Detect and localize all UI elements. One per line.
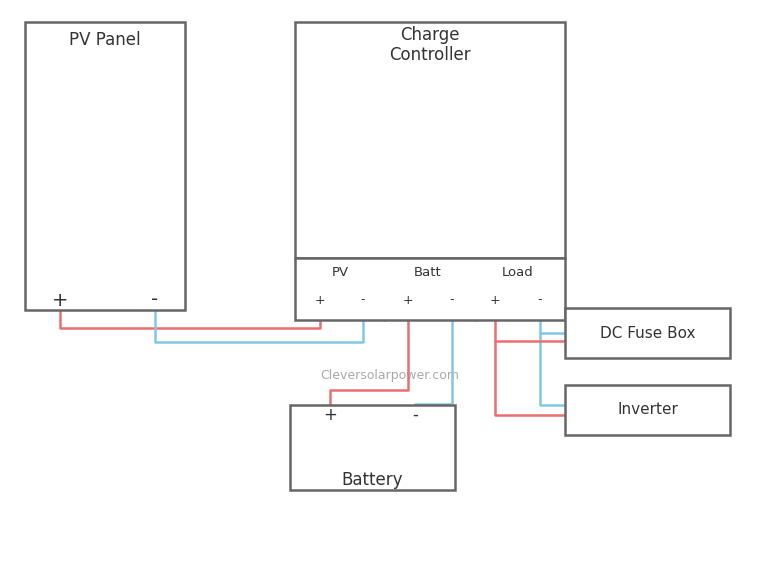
- FancyBboxPatch shape: [565, 385, 730, 435]
- Text: PV: PV: [332, 266, 349, 279]
- Text: -: -: [450, 293, 454, 306]
- FancyBboxPatch shape: [290, 405, 455, 490]
- Text: -: -: [361, 293, 366, 306]
- FancyBboxPatch shape: [25, 22, 185, 310]
- Text: +: +: [51, 290, 68, 310]
- Text: +: +: [315, 293, 326, 306]
- FancyBboxPatch shape: [295, 258, 565, 320]
- Text: -: -: [151, 290, 158, 310]
- Text: Charge
Controller: Charge Controller: [389, 25, 471, 64]
- Text: +: +: [490, 293, 500, 306]
- Text: Battery: Battery: [341, 471, 402, 489]
- FancyBboxPatch shape: [565, 308, 730, 358]
- Text: Inverter: Inverter: [617, 402, 678, 418]
- Text: PV Panel: PV Panel: [69, 31, 141, 49]
- Text: +: +: [402, 293, 413, 306]
- Text: +: +: [323, 406, 337, 424]
- Text: Batt: Batt: [414, 266, 442, 279]
- Text: DC Fuse Box: DC Fuse Box: [601, 325, 696, 341]
- Text: -: -: [538, 293, 542, 306]
- Text: Load: Load: [502, 266, 534, 279]
- FancyBboxPatch shape: [295, 22, 565, 258]
- Text: Cleversolarpower.com: Cleversolarpower.com: [320, 368, 459, 381]
- Text: -: -: [412, 406, 418, 424]
